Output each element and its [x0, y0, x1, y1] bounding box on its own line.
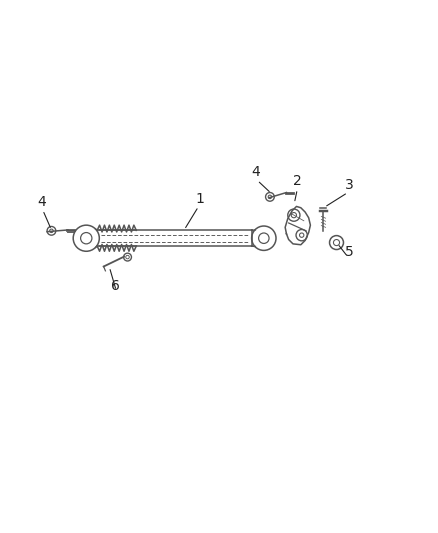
- Text: 5: 5: [345, 245, 354, 259]
- Text: 3: 3: [345, 177, 354, 192]
- Text: 4: 4: [37, 195, 46, 209]
- Text: 2: 2: [293, 174, 302, 188]
- Text: 1: 1: [195, 191, 204, 206]
- Text: 6: 6: [111, 279, 120, 293]
- Text: 4: 4: [251, 165, 260, 180]
